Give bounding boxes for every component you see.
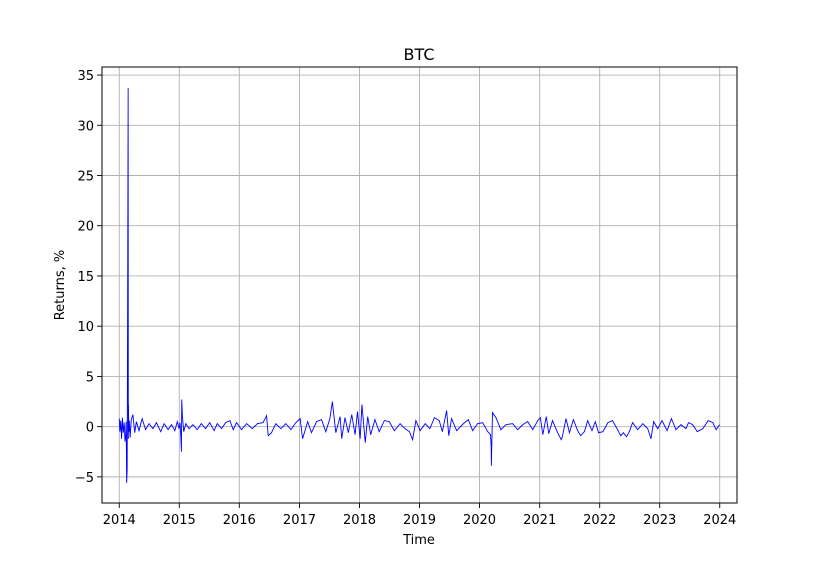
- y-tick-label: 30: [77, 119, 94, 134]
- x-tick-label: 2016: [223, 513, 256, 528]
- x-tick-label: 2018: [343, 513, 376, 528]
- x-tick-label: 2019: [403, 513, 436, 528]
- x-axis-label: Time: [402, 533, 435, 548]
- y-tick-label: 0: [86, 421, 94, 436]
- x-tick-label: 2022: [583, 513, 616, 528]
- x-tick-label: 2020: [463, 513, 496, 528]
- y-tick-label: 20: [77, 220, 94, 235]
- y-axis: 35 30 25 20 15 10 5 0 −5: [75, 69, 102, 486]
- series-layer: [118, 88, 720, 483]
- returns-series-line: [118, 88, 720, 483]
- x-axis: 2014 2015 2016 2017 2018 2019 2020 2021 2022 2023…: [103, 503, 736, 528]
- y-tick-label: 5: [86, 370, 94, 385]
- y-tick-label: 15: [77, 270, 94, 285]
- y-tick-label: 10: [77, 320, 94, 335]
- x-tick-label: 2024: [703, 513, 736, 528]
- x-tick-label: 2023: [643, 513, 676, 528]
- x-tick-label: 2014: [103, 513, 136, 528]
- y-axis-label: Returns, %: [53, 250, 68, 321]
- x-tick-label: 2015: [163, 513, 196, 528]
- x-tick-label: 2021: [523, 513, 556, 528]
- chart-title: BTC: [404, 45, 435, 64]
- y-tick-label: −5: [75, 471, 94, 486]
- x-tick-label: 2017: [283, 513, 316, 528]
- grid: [102, 67, 737, 503]
- y-tick-label: 25: [77, 169, 94, 184]
- y-tick-label: 35: [77, 69, 94, 84]
